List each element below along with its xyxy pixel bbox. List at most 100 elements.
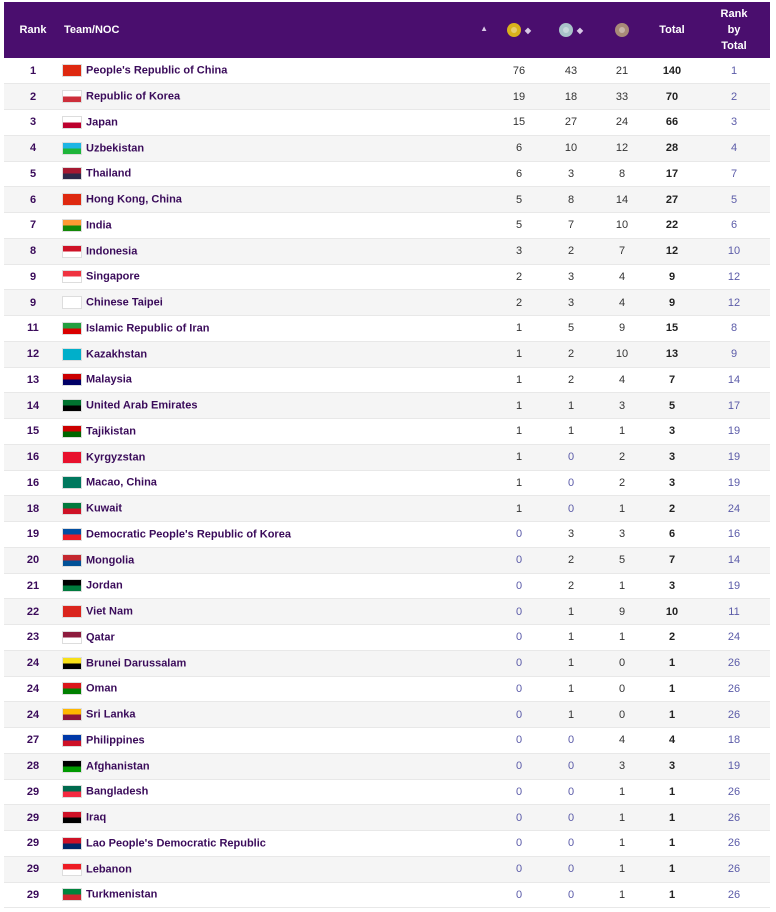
flag-icon [62, 193, 82, 207]
gold-cell: 0 [515, 554, 523, 567]
silver-cell: 2 [567, 554, 575, 567]
team-cell[interactable]: Islamic Republic of Iran [62, 316, 494, 342]
rank-by-total-cell: 19 [727, 579, 741, 592]
team-cell[interactable]: Tajikistan [62, 419, 494, 445]
sort-icon[interactable]: ◆ [576, 25, 584, 35]
team-name[interactable]: Kazakhstan [86, 348, 148, 361]
team-name[interactable]: Afghanistan [86, 760, 150, 773]
team-cell[interactable]: People's Republic of China [62, 58, 494, 84]
team-name[interactable]: Indonesia [86, 245, 138, 258]
silver-cell: 1 [567, 425, 575, 438]
team-name[interactable]: Uzbekistan [86, 142, 145, 155]
team-name[interactable]: Japan [86, 116, 118, 129]
col-silver[interactable]: ◆ [544, 2, 598, 58]
bronze-cell: 8 [618, 167, 626, 180]
team-cell[interactable]: Democratic People's Republic of Korea [62, 522, 494, 548]
team-name[interactable]: Turkmenistan [86, 888, 158, 901]
medal-table: Rank Team/NOC ▲ ◆ ◆ Total Rank by Total 1… [4, 2, 770, 908]
rank-by-total-cell: 7 [730, 167, 738, 180]
team-cell[interactable]: Turkmenistan [62, 882, 494, 908]
team-name[interactable]: Sri Lanka [86, 708, 136, 721]
team-name[interactable]: Macao, China [86, 476, 157, 489]
team-cell[interactable]: Qatar [62, 625, 494, 651]
team-name[interactable]: Jordan [86, 579, 123, 592]
silver-cell: 5 [567, 322, 575, 335]
team-cell[interactable]: Hong Kong, China [62, 187, 494, 213]
team-name[interactable]: Viet Nam [86, 605, 133, 618]
team-name[interactable]: Hong Kong, China [86, 193, 182, 206]
silver-cell: 0 [567, 811, 575, 824]
rank-cell: 21 [26, 579, 40, 592]
team-name[interactable]: Philippines [86, 734, 145, 747]
team-cell[interactable]: India [62, 213, 494, 239]
team-cell[interactable]: Lebanon [62, 856, 494, 882]
team-name[interactable]: Tajikistan [86, 425, 136, 438]
rank-cell: 23 [26, 631, 40, 644]
team-name[interactable]: Iraq [86, 811, 107, 824]
team-name[interactable]: Republic of Korea [86, 90, 181, 103]
team-name[interactable]: Kuwait [86, 502, 123, 515]
col-rank[interactable]: Rank [4, 2, 62, 58]
table-row: 29 Lebanon 0 0 1 1 26 [4, 856, 770, 882]
team-name[interactable]: Islamic Republic of Iran [86, 322, 210, 335]
team-name[interactable]: India [86, 219, 112, 232]
team-name[interactable]: Oman [86, 682, 118, 695]
bronze-cell: 1 [618, 785, 626, 798]
gold-cell: 3 [515, 245, 523, 258]
team-name[interactable]: Lebanon [86, 863, 132, 876]
col-gold[interactable]: ◆ [494, 2, 544, 58]
table-row: 19 Democratic People's Republic of Korea 0… [4, 522, 770, 548]
team-cell[interactable]: Afghanistan [62, 753, 494, 779]
sort-icon[interactable]: ◆ [524, 25, 532, 35]
team-name[interactable]: Mongolia [86, 554, 135, 567]
team-name[interactable]: Singapore [86, 270, 140, 283]
team-cell[interactable]: Uzbekistan [62, 135, 494, 161]
team-cell[interactable]: Republic of Korea [62, 84, 494, 110]
table-row: 14 United Arab Emirates 1 1 3 5 17 [4, 392, 770, 419]
sort-icon[interactable]: ▲ [480, 24, 488, 33]
team-name[interactable]: Lao People's Democratic Republic [86, 837, 266, 850]
team-cell[interactable]: Oman [62, 676, 494, 702]
team-cell[interactable]: Jordan [62, 573, 494, 599]
team-name[interactable]: Chinese Taipei [86, 296, 163, 309]
team-name[interactable]: Malaysia [86, 373, 132, 386]
team-cell[interactable]: Malaysia [62, 367, 494, 393]
team-cell[interactable]: Chinese Taipei [62, 290, 494, 316]
team-cell[interactable]: Iraq [62, 805, 494, 831]
team-name[interactable]: Brunei Darussalam [86, 657, 187, 670]
col-bronze[interactable] [598, 2, 646, 58]
team-cell[interactable]: Indonesia [62, 238, 494, 264]
team-cell[interactable]: Japan [62, 110, 494, 136]
rank-by-total-cell: 26 [727, 863, 741, 876]
team-cell[interactable]: Brunei Darussalam [62, 650, 494, 676]
col-team[interactable]: Team/NOC ▲ [62, 2, 494, 58]
team-name[interactable]: United Arab Emirates [86, 399, 198, 412]
team-cell[interactable]: Lao People's Democratic Republic [62, 831, 494, 857]
rank-cell: 27 [26, 734, 40, 747]
team-cell[interactable]: Thailand [62, 161, 494, 187]
team-name[interactable]: Democratic People's Republic of Korea [86, 528, 291, 541]
table-row: 16 Kyrgyzstan 1 0 2 3 19 [4, 444, 770, 470]
flag-icon [62, 656, 82, 670]
team-cell[interactable]: Kazakhstan [62, 341, 494, 367]
team-cell[interactable]: Mongolia [62, 547, 494, 573]
bronze-cell: 1 [618, 579, 626, 592]
team-cell[interactable]: Kuwait [62, 496, 494, 522]
team-name[interactable]: Thailand [86, 167, 132, 180]
team-cell[interactable]: Viet Nam [62, 599, 494, 625]
team-name[interactable]: Kyrgyzstan [86, 451, 146, 464]
team-cell[interactable]: Sri Lanka [62, 702, 494, 728]
team-cell[interactable]: Bangladesh [62, 779, 494, 805]
col-total[interactable]: Total [646, 2, 698, 58]
team-cell[interactable]: Philippines [62, 728, 494, 754]
col-rank-by-total[interactable]: Rank by Total [698, 2, 770, 58]
team-name[interactable]: People's Republic of China [86, 64, 228, 77]
team-cell[interactable]: Macao, China [62, 470, 494, 496]
table-row: 29 Iraq 0 0 1 1 26 [4, 804, 770, 831]
team-name[interactable]: Bangladesh [86, 785, 149, 798]
team-cell[interactable]: Kyrgyzstan [62, 444, 494, 470]
team-cell[interactable]: Singapore [62, 264, 494, 290]
rank-cell: 1 [29, 64, 37, 77]
team-cell[interactable]: United Arab Emirates [62, 393, 494, 419]
team-name[interactable]: Qatar [86, 631, 115, 644]
